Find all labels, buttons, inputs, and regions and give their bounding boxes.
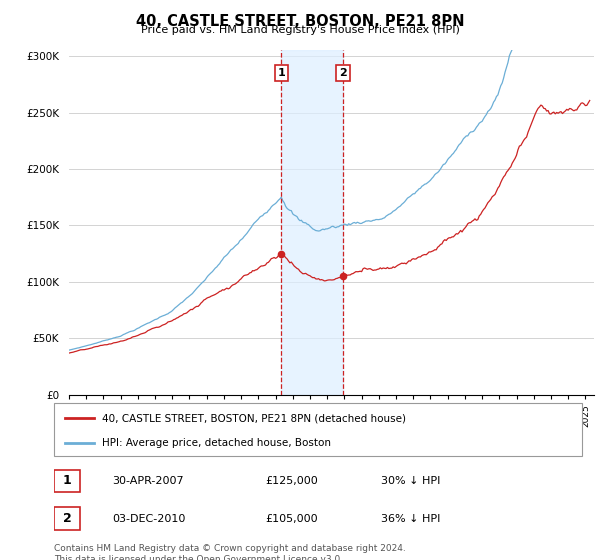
Bar <box>281 50 343 395</box>
Text: 1: 1 <box>277 68 285 78</box>
FancyBboxPatch shape <box>54 507 80 530</box>
Text: Contains HM Land Registry data © Crown copyright and database right 2024.
This d: Contains HM Land Registry data © Crown c… <box>54 544 406 560</box>
Text: £105,000: £105,000 <box>265 514 318 524</box>
Text: £125,000: £125,000 <box>265 476 318 486</box>
Text: 03-DEC-2010: 03-DEC-2010 <box>112 514 185 524</box>
Text: 2: 2 <box>63 512 71 525</box>
Text: 40, CASTLE STREET, BOSTON, PE21 8PN (detached house): 40, CASTLE STREET, BOSTON, PE21 8PN (det… <box>101 413 406 423</box>
Text: 30% ↓ HPI: 30% ↓ HPI <box>382 476 441 486</box>
Text: 36% ↓ HPI: 36% ↓ HPI <box>382 514 441 524</box>
Text: 30-APR-2007: 30-APR-2007 <box>112 476 184 486</box>
Text: 2: 2 <box>339 68 347 78</box>
Text: HPI: Average price, detached house, Boston: HPI: Average price, detached house, Bost… <box>101 438 331 448</box>
Text: 40, CASTLE STREET, BOSTON, PE21 8PN: 40, CASTLE STREET, BOSTON, PE21 8PN <box>136 14 464 29</box>
FancyBboxPatch shape <box>54 469 80 492</box>
FancyBboxPatch shape <box>54 403 582 456</box>
Text: 1: 1 <box>63 474 71 487</box>
Text: Price paid vs. HM Land Registry's House Price Index (HPI): Price paid vs. HM Land Registry's House … <box>140 25 460 35</box>
